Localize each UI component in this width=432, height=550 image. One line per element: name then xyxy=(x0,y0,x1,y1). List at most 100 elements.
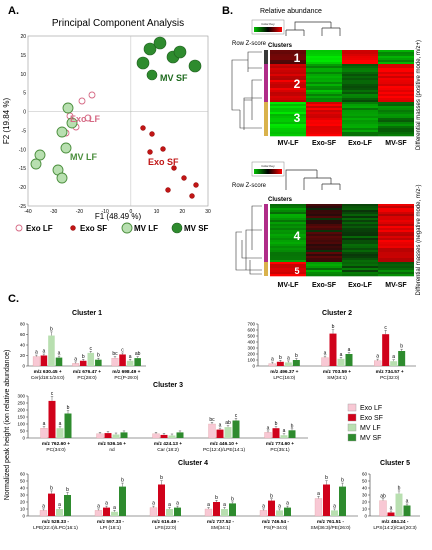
pca-xlabel: F1 (48.49 %) xyxy=(95,212,142,221)
bar-group-mz: m/z 597.33 - xyxy=(97,519,124,525)
significance-letter: a xyxy=(317,491,320,497)
cluster-number-3: 3 xyxy=(294,111,301,125)
bar-group-mz: m/z 424.13 + xyxy=(154,441,182,447)
bar xyxy=(276,510,283,516)
significance-letter: a xyxy=(262,503,265,509)
bar-legend-label: MV SF xyxy=(360,435,381,442)
bar xyxy=(379,500,387,517)
bar xyxy=(104,433,112,438)
heatmap-cell xyxy=(378,66,414,69)
heatmap-cell xyxy=(342,114,378,117)
heatmap-cell xyxy=(306,86,342,89)
heatmap-cell xyxy=(342,268,378,271)
cluster-number-5: 5 xyxy=(294,266,299,276)
heatmap-cell xyxy=(306,120,342,123)
significance-letter: a xyxy=(105,501,108,507)
heatmap-cell xyxy=(306,116,342,119)
heatmap-cell xyxy=(306,224,342,227)
significance-letter: ab xyxy=(225,420,231,426)
bar-group-lipid: Cer(d18:1/24:0) xyxy=(31,375,65,381)
pca-point xyxy=(88,91,96,99)
heatmap-cell xyxy=(306,242,342,245)
heatmap-cell xyxy=(342,112,378,115)
bar-group-mz: m/z 630.45 + xyxy=(34,369,62,375)
significance-letter: b xyxy=(291,423,294,429)
heatmap-cell xyxy=(342,74,378,77)
heatmap-cell xyxy=(270,114,306,117)
heatmap-cell xyxy=(342,108,378,111)
pca-ytick: -5 xyxy=(22,128,27,134)
pca-frame xyxy=(27,35,209,207)
heatmap-cell xyxy=(270,96,306,99)
heatmap-cell xyxy=(378,90,414,93)
heatmap-cell xyxy=(342,116,378,119)
bar xyxy=(272,428,280,438)
heatmap-cell xyxy=(270,60,306,63)
significance-letter: b xyxy=(121,478,124,484)
bar-group-lipid: PC(32:0) xyxy=(380,375,400,381)
heatmap-cell xyxy=(270,242,306,245)
heatmap-cell xyxy=(306,268,342,271)
bar xyxy=(403,505,411,516)
significance-letter: c xyxy=(121,347,124,353)
bar xyxy=(32,356,40,367)
cluster-number-2: 2 xyxy=(294,77,301,91)
heatmap-cell xyxy=(306,104,342,107)
heatmap-cell xyxy=(270,126,306,129)
bar xyxy=(176,432,184,438)
heatmap-cell xyxy=(342,52,378,55)
heatmap-cell xyxy=(270,128,306,131)
heatmap-cell xyxy=(378,240,414,243)
pca-legend-marker xyxy=(70,225,76,231)
heatmap-cell xyxy=(342,96,378,99)
heatmap-cell xyxy=(270,80,306,83)
bar-ytick-label: 20 xyxy=(20,500,26,505)
bar-ytick-label: 0 xyxy=(364,514,367,519)
bar-ytick-label: 20 xyxy=(20,353,26,358)
heatmap-cell xyxy=(270,86,306,89)
heatmap-cell xyxy=(270,88,306,91)
heatmap-cell xyxy=(378,224,414,227)
significance-letter: a xyxy=(58,502,61,508)
heatmap-cell xyxy=(378,244,414,247)
pca-point xyxy=(143,42,157,56)
heatmap-cell xyxy=(342,274,378,277)
heatmap-cell xyxy=(378,56,414,59)
heatmap-cell xyxy=(306,130,342,133)
bar-group-mz: m/z 762.60 + xyxy=(42,441,70,447)
heatmap-cell xyxy=(306,66,342,69)
heatmap-cell xyxy=(270,258,306,261)
bar xyxy=(149,507,158,517)
heatmap-cell xyxy=(342,98,378,101)
heatmap-top xyxy=(270,50,414,137)
side-label-bottom: Differential masses (negative mode, m/z-… xyxy=(416,185,422,296)
heatmap-cell xyxy=(342,256,378,259)
heatmap-cell xyxy=(342,84,378,87)
heatmap-cell xyxy=(378,94,414,97)
bar xyxy=(158,484,165,516)
significance-letter: a xyxy=(129,354,132,360)
heatmap-cell xyxy=(342,90,378,93)
bar-ytick-label: 40 xyxy=(20,486,26,491)
significance-letter: a xyxy=(340,352,343,358)
bar xyxy=(55,357,63,366)
bar xyxy=(87,352,95,366)
heatmap-cell xyxy=(342,106,378,109)
heatmap-cell xyxy=(342,242,378,245)
bar xyxy=(48,493,55,516)
heatmap-cell xyxy=(342,272,378,275)
heatmap-cell xyxy=(306,102,342,105)
heatmap-cell xyxy=(306,118,342,121)
heatmap-cell xyxy=(342,58,378,61)
significance-letter: a xyxy=(376,354,379,360)
heatmap-column-label: MV-SF xyxy=(385,282,407,289)
heatmap-cell xyxy=(378,60,414,63)
bar xyxy=(292,360,300,366)
bar-group-lipid: SM(34:1) xyxy=(327,375,347,381)
heatmap-cell xyxy=(306,84,342,87)
heatmap-cell xyxy=(378,86,414,89)
bar-group-lipid: LPS(22:0) xyxy=(155,525,177,531)
heatmap-cell xyxy=(306,252,342,255)
significance-letter: b xyxy=(160,475,163,481)
bar xyxy=(331,510,338,516)
